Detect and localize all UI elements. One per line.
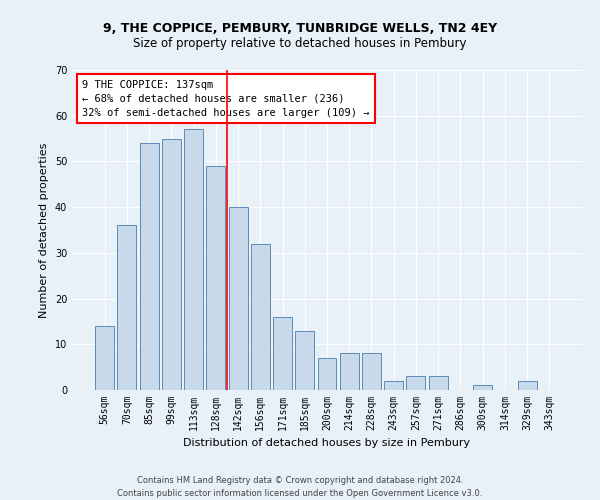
Bar <box>295 330 314 390</box>
Text: 9 THE COPPICE: 137sqm
← 68% of detached houses are smaller (236)
32% of semi-det: 9 THE COPPICE: 137sqm ← 68% of detached … <box>82 80 370 118</box>
Y-axis label: Number of detached properties: Number of detached properties <box>39 142 49 318</box>
Text: Contains HM Land Registry data © Crown copyright and database right 2024.
Contai: Contains HM Land Registry data © Crown c… <box>118 476 482 498</box>
Bar <box>473 386 492 390</box>
X-axis label: Distribution of detached houses by size in Pembury: Distribution of detached houses by size … <box>184 438 470 448</box>
Bar <box>406 376 425 390</box>
Text: 9, THE COPPICE, PEMBURY, TUNBRIDGE WELLS, TN2 4EY: 9, THE COPPICE, PEMBURY, TUNBRIDGE WELLS… <box>103 22 497 36</box>
Bar <box>251 244 270 390</box>
Bar <box>184 130 203 390</box>
Bar <box>273 317 292 390</box>
Bar <box>384 381 403 390</box>
Bar <box>162 138 181 390</box>
Bar <box>317 358 337 390</box>
Bar <box>206 166 225 390</box>
Bar <box>229 207 248 390</box>
Bar <box>140 143 158 390</box>
Bar <box>518 381 536 390</box>
Bar <box>118 226 136 390</box>
Bar <box>429 376 448 390</box>
Text: Size of property relative to detached houses in Pembury: Size of property relative to detached ho… <box>133 38 467 51</box>
Bar <box>362 354 381 390</box>
Bar <box>95 326 114 390</box>
Bar <box>340 354 359 390</box>
